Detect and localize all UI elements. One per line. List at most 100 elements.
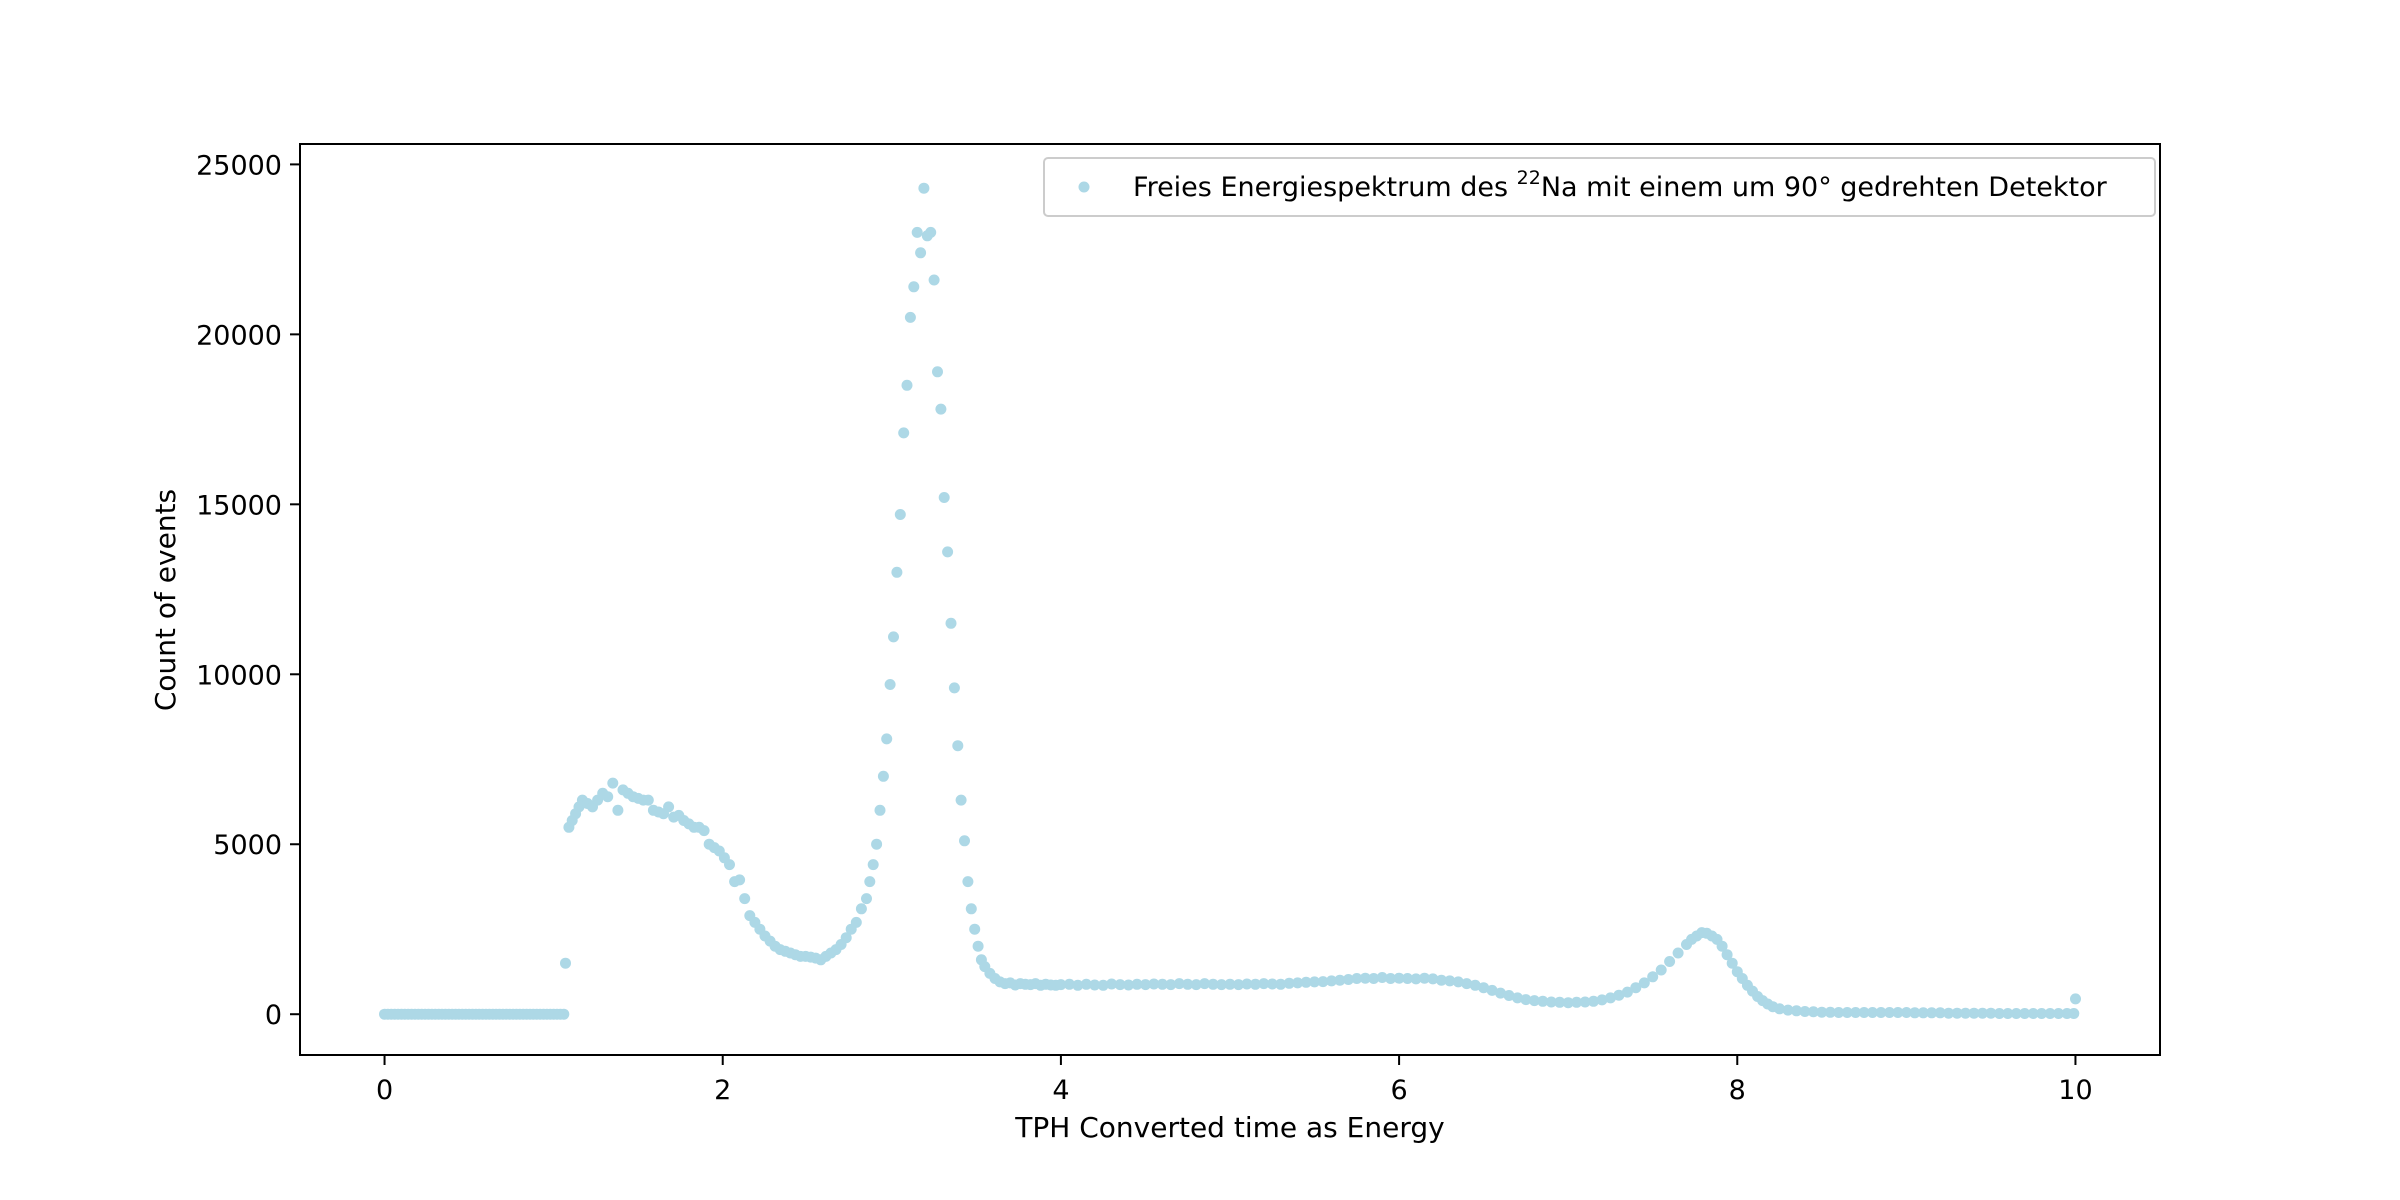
data-point [1258,978,1270,990]
data-point [558,1008,570,1020]
data-point [1579,996,1591,1008]
data-point [1123,979,1134,991]
y-tick-label: 25000 [196,150,282,181]
data-point [884,679,896,690]
data-point [1444,975,1456,987]
data-point [1638,977,1650,989]
data-point [1791,1005,1802,1017]
data-point [1613,989,1625,1001]
data-point [642,794,654,806]
data-point [962,876,974,888]
data-point [1275,978,1287,990]
data-point [1207,978,1219,990]
data-point [1664,956,1676,967]
data-point [1934,1007,1946,1019]
data-point [1165,979,1177,991]
data-point [1486,984,1498,996]
y-axis-label: Count of events [149,489,182,711]
x-axis-label: TPH Converted time as Energy [1014,1111,1444,1144]
data-point [1410,973,1422,985]
data-point [1672,947,1684,959]
data-point [850,916,862,928]
data-point [1326,975,1337,987]
data-point [1605,992,1616,1004]
data-point [2053,1008,2064,1019]
data-point [1224,978,1236,990]
data-point [874,804,886,816]
data-point [1241,978,1253,990]
data-point [1528,995,1540,1007]
data-point [1419,972,1430,984]
data-point [1985,1007,1997,1019]
data-point [1055,979,1067,991]
data-point [1571,996,1583,1008]
y-tick-label: 10000 [196,660,282,691]
data-point [1190,979,1202,991]
data-point [1427,973,1439,985]
data-point [1824,1006,1836,1018]
data-point [1884,1007,1895,1018]
y-tick-label: 5000 [213,830,282,861]
data-point [1385,973,1397,984]
data-point [1309,976,1320,988]
data-point [1495,987,1506,999]
data-point [607,777,619,789]
data-point [663,801,675,813]
data-point [938,492,950,503]
data-point [1300,976,1312,988]
x-tick-label: 8 [1729,1075,1746,1106]
data-point [1402,973,1413,984]
data-point [1630,982,1642,994]
data-point [1647,971,1659,983]
data-point [1977,1007,1988,1019]
data-point [1588,995,1599,1007]
legend-label: Freies Energiespektrum des 22Na mit eine… [1133,167,2108,203]
data-point [1943,1007,1955,1019]
data-point [724,859,735,871]
data-point [928,274,940,286]
data-point [911,226,923,238]
data-point [1342,974,1354,985]
legend-label-superscript: 22 [1517,167,1541,189]
data-point [1909,1007,1921,1019]
data-point [1782,1004,1794,1016]
data-point [1562,997,1574,1009]
data-point [1376,972,1388,983]
data-point [1140,979,1151,991]
data-point [1892,1007,1904,1018]
data-point [1080,978,1092,990]
data-point [698,825,710,837]
legend-marker [1078,181,1090,193]
data-point [1114,979,1126,991]
data-point [1721,949,1733,961]
data-point [935,403,947,415]
data-point [901,379,913,391]
data-point [1900,1007,1912,1018]
data-point [888,631,899,643]
data-point [2027,1008,2039,1019]
data-point [2068,1008,2080,1019]
data-point [1266,978,1278,990]
data-point [2044,1008,2056,1019]
legend-label-text-before: Freies Energiespektrum des [1133,172,1517,203]
data-point [904,311,916,323]
data-point [1968,1007,1980,1019]
data-point [2002,1008,2014,1019]
data-point [1216,979,1227,991]
data-point [1833,1007,1845,1018]
data-point [1537,995,1549,1007]
data-point [1621,986,1633,998]
x-tick-label: 10 [2058,1075,2092,1106]
data-point [1726,957,1738,969]
data-point [948,682,960,694]
data-point [840,932,852,944]
data-point [1858,1007,1870,1018]
data-point [932,366,943,378]
data-point [1156,978,1168,990]
legend: Freies Energiespektrum des 22Na mit eine… [1043,157,2156,217]
data-point [1393,972,1405,984]
data-point [1774,1003,1785,1015]
data-point [2010,1008,2022,1019]
data-point [1249,978,1261,990]
y-tick-label: 0 [265,1000,282,1031]
